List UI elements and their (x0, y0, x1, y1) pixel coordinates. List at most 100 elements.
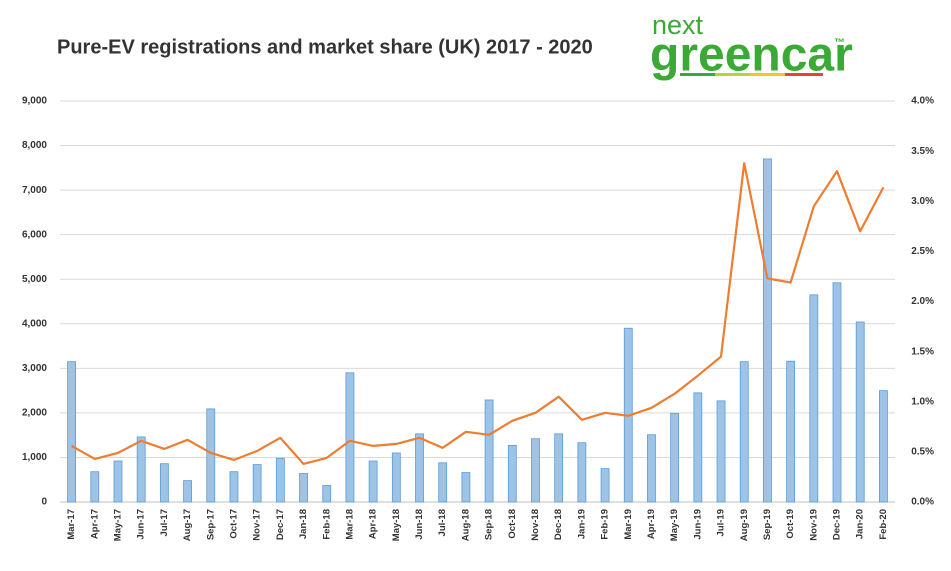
y-tick-label: 8,000 (22, 140, 47, 151)
y2-tick-label: 3.0% (911, 196, 934, 207)
y-tick-label: 9,000 (22, 96, 47, 107)
x-tick-label: Oct-18 (507, 509, 518, 539)
y-tick-label: 5,000 (22, 274, 47, 285)
x-tick-label: Aug-17 (182, 509, 193, 541)
bar (415, 433, 424, 503)
x-tick-label: Dec-19 (832, 509, 843, 540)
y2-tick-label: 2.5% (911, 246, 934, 257)
x-tick-label: Jun-17 (136, 509, 147, 540)
logo: next greencar ™ (650, 10, 853, 82)
x-tick-label: Mar-19 (623, 509, 634, 540)
bar (391, 452, 401, 503)
x-tick-label: Aug-18 (460, 509, 471, 541)
bar (159, 463, 169, 503)
bar (531, 438, 540, 503)
bar (183, 480, 192, 503)
logo-mark: ™ (834, 37, 845, 49)
y-tick-label: 3,000 (22, 363, 47, 374)
x-tick-label: Nov-19 (808, 509, 819, 541)
bar (136, 436, 146, 503)
bar (461, 472, 471, 503)
logo-stripe (785, 73, 823, 76)
bar (229, 471, 239, 503)
x-tick-label: Feb-19 (600, 509, 611, 540)
bar (275, 457, 285, 503)
bar (507, 445, 517, 503)
bar (484, 399, 494, 503)
bar (113, 460, 123, 503)
y2-tick-label: 1.5% (911, 346, 934, 357)
bar (438, 462, 448, 503)
logo-stripe (750, 73, 785, 76)
x-tick-label: Apr-19 (646, 509, 657, 539)
bar (67, 361, 76, 503)
x-tick-label: Jan-19 (576, 509, 587, 539)
x-tick-label: Sep-17 (205, 509, 216, 540)
x-tick-label: Dec-18 (553, 509, 564, 540)
x-tick-label: Apr-17 (89, 509, 100, 539)
x-tick-label: Sep-19 (762, 509, 773, 540)
x-tick-label: May-18 (391, 509, 402, 541)
bar (647, 434, 656, 503)
bar (252, 464, 262, 503)
bar (809, 294, 819, 503)
chart-title: Pure-EV registrations and market share (… (57, 36, 593, 58)
bar (763, 158, 772, 503)
y-tick-label: 2,000 (22, 408, 47, 419)
y2-tick-label: 4.0% (911, 96, 934, 107)
bar (299, 473, 308, 503)
x-tick-label: Jul-18 (437, 509, 448, 536)
bar (368, 460, 378, 503)
bar (739, 361, 749, 503)
bar (577, 442, 587, 503)
line (71, 162, 885, 465)
bar (786, 360, 796, 503)
bar (832, 282, 842, 503)
bar (345, 372, 355, 503)
bar (879, 390, 888, 503)
y-tick-label: 7,000 (22, 185, 47, 196)
x-tick-label: Sep-18 (484, 509, 495, 540)
x-tick-label: Nov-18 (530, 509, 541, 541)
x-tick-label: Oct-19 (785, 509, 796, 539)
x-tick-label: Apr-18 (368, 509, 379, 539)
y2-tick-label: 3.5% (911, 146, 934, 157)
bar (693, 392, 703, 503)
bar (322, 485, 332, 503)
bar (716, 400, 726, 503)
bar (206, 408, 216, 503)
bar (90, 471, 100, 503)
x-tick-label: Feb-20 (878, 509, 889, 540)
x-tick-label: May-17 (113, 509, 124, 541)
logo-top: next (652, 10, 704, 40)
y2-tick-label: 2.0% (911, 296, 934, 307)
x-tick-label: Jan-18 (298, 509, 309, 539)
x-tick-label: May-19 (669, 509, 680, 541)
y-tick-label: 1,000 (22, 452, 47, 463)
x-tick-label: Mar-18 (344, 509, 355, 540)
x-tick-label: Mar-17 (66, 509, 77, 540)
y-tick-label: 4,000 (22, 318, 47, 329)
bar (600, 468, 610, 503)
logo-stripe (715, 73, 750, 76)
x-tick-label: Aug-19 (739, 509, 750, 541)
x-tick-label: Jul-19 (716, 509, 727, 536)
y2-tick-label: 0.5% (911, 447, 934, 458)
x-tick-label: Jun-18 (414, 509, 425, 540)
x-tick-label: Jan-20 (855, 509, 866, 539)
logo-main: greencar (650, 29, 853, 82)
x-tick-label: Jun-19 (692, 509, 703, 540)
x-tick-label: Feb-18 (321, 509, 332, 540)
bar (670, 412, 680, 503)
y-tick-label: 6,000 (22, 229, 47, 240)
logo-stripe (680, 73, 715, 76)
x-tick-label: Dec-17 (275, 509, 286, 540)
x-tick-label: Oct-17 (228, 509, 239, 539)
y2-tick-label: 1.0% (911, 396, 934, 407)
bar (554, 433, 564, 503)
bar (855, 321, 865, 503)
x-tick-label: Nov-17 (252, 509, 263, 541)
y2-tick-label: 0.0% (911, 497, 934, 508)
x-tick-label: Jul-17 (159, 509, 170, 536)
